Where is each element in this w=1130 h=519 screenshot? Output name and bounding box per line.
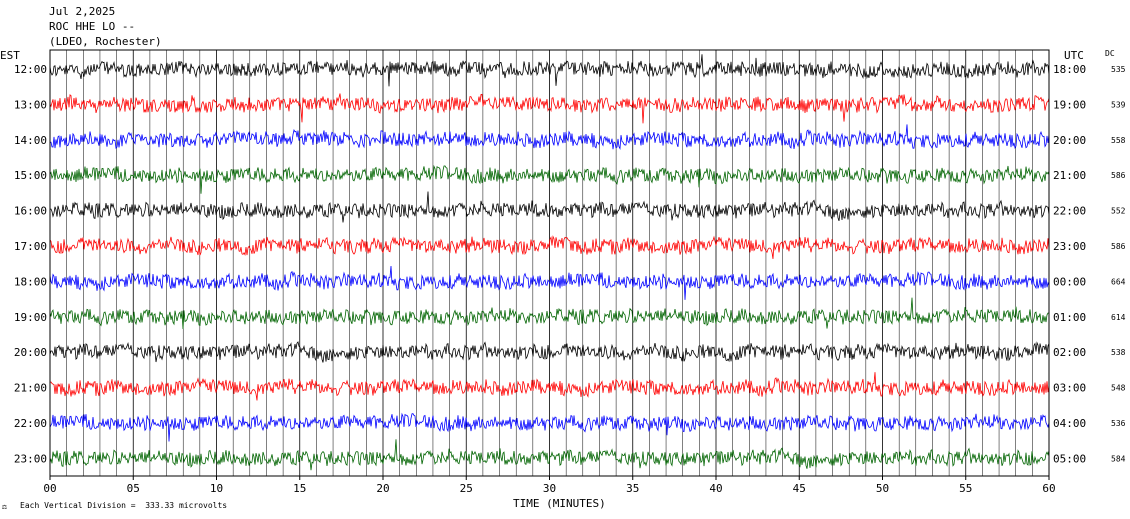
trace-row-1500 — [49, 164, 1050, 194]
est-tick-label: 19:00 — [14, 311, 47, 324]
est-tick-label: 20:00 — [14, 346, 47, 359]
network-label: (LDEO, Rochester) — [49, 35, 162, 48]
est-tick-label: 13:00 — [14, 98, 47, 111]
est-tick-label: 22:00 — [14, 417, 47, 430]
dc-value: 548 — [1111, 384, 1126, 393]
seismic-traces — [49, 54, 1050, 471]
utc-tick-label: 18:00 — [1053, 63, 1086, 76]
utc-axis-label: UTC — [1064, 49, 1084, 62]
x-tick-label: 60 — [1042, 482, 1055, 495]
date-label: Jul 2,2025 — [49, 5, 116, 18]
est-tick-label: 14:00 — [14, 134, 47, 147]
dc-value: 535 — [1111, 65, 1126, 74]
x-tick-label: 50 — [876, 482, 889, 495]
axis-labels: 12:00 18:00 535 13:00 19:00 539 14:00 20:00 558 1… — [14, 63, 1126, 495]
est-tick-label: 15:00 — [14, 169, 47, 182]
trace-row-1200 — [49, 54, 1050, 87]
x-tick-label: 10 — [210, 482, 223, 495]
x-tick-label: 30 — [543, 482, 556, 495]
est-tick-label: 16:00 — [14, 205, 47, 218]
trace-row-2200 — [49, 412, 1050, 442]
trace-row-1700 — [49, 235, 1050, 259]
trace-row-2300 — [49, 439, 1050, 471]
trace-row-2100 — [49, 372, 1050, 401]
utc-tick-label: 03:00 — [1053, 382, 1086, 395]
x-tick-label: 55 — [959, 482, 972, 495]
utc-tick-label: 00:00 — [1053, 275, 1086, 288]
trace-row-1300 — [49, 93, 1050, 124]
trace-row-2000 — [49, 341, 1050, 363]
x-tick-label: 20 — [376, 482, 389, 495]
dc-value: 536 — [1111, 419, 1126, 428]
est-tick-label: 21:00 — [14, 382, 47, 395]
trace-row-1800 — [49, 265, 1050, 300]
est-tick-label: 17:00 — [14, 240, 47, 253]
utc-tick-label: 22:00 — [1053, 205, 1086, 218]
dc-value: 586 — [1111, 242, 1126, 251]
x-tick-label: 45 — [793, 482, 806, 495]
x-axis-title: TIME (MINUTES) — [513, 497, 606, 510]
dc-value: 614 — [1111, 313, 1126, 322]
utc-tick-label: 01:00 — [1053, 311, 1086, 324]
vertical-division-note: Each Vertical Division = 333.33 microvol… — [20, 501, 228, 510]
dc-value: 664 — [1111, 277, 1126, 286]
utc-tick-label: 23:00 — [1053, 240, 1086, 253]
dc-value: 539 — [1111, 100, 1126, 109]
utc-tick-label: 19:00 — [1053, 98, 1086, 111]
utc-tick-label: 02:00 — [1053, 346, 1086, 359]
utc-tick-label: 21:00 — [1053, 169, 1086, 182]
x-tick-label: 35 — [626, 482, 639, 495]
dc-axis-label: DC — [1105, 49, 1115, 58]
utc-tick-label: 05:00 — [1053, 452, 1086, 465]
dc-value: 558 — [1111, 136, 1126, 145]
minute-grid — [49, 50, 1050, 476]
utc-tick-label: 20:00 — [1053, 134, 1086, 147]
est-axis-label: EST — [0, 49, 20, 62]
trace-row-1400 — [49, 124, 1050, 151]
trace-row-1600 — [49, 191, 1050, 223]
x-tick-label: 05 — [127, 482, 140, 495]
est-tick-label: 18:00 — [14, 275, 47, 288]
dc-value: 586 — [1111, 171, 1126, 180]
x-tick-label: 15 — [293, 482, 306, 495]
dc-value: 552 — [1111, 207, 1126, 216]
est-tick-label: 23:00 — [14, 452, 47, 465]
dc-value: 584 — [1111, 454, 1126, 463]
utc-tick-label: 04:00 — [1053, 417, 1086, 430]
x-tick-label: 25 — [460, 482, 473, 495]
scale-icon: ⚖ — [2, 502, 7, 511]
x-tick-label: 40 — [709, 482, 722, 495]
x-tick-label: 00 — [43, 482, 56, 495]
dc-value: 538 — [1111, 348, 1126, 357]
trace-row-1900 — [49, 297, 1050, 330]
station-label: ROC HHE LO -- — [49, 20, 136, 33]
est-tick-label: 12:00 — [14, 63, 47, 76]
